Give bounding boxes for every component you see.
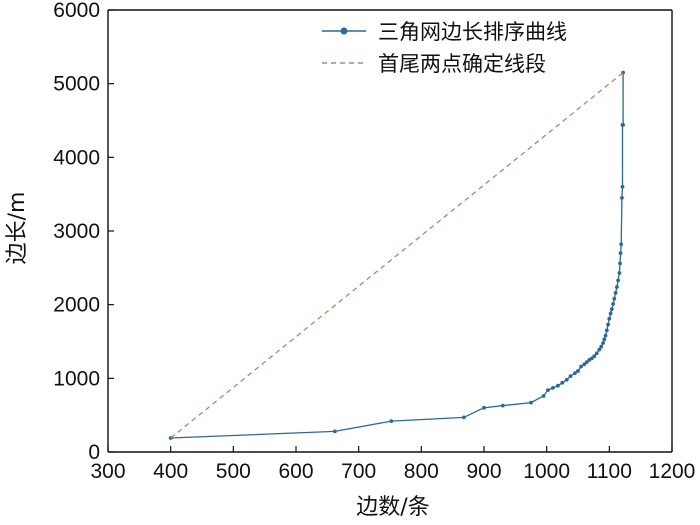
data-point	[616, 278, 620, 283]
data-point	[576, 369, 580, 373]
x-tick-label: 400	[153, 460, 188, 483]
data-point	[604, 328, 609, 333]
data-point	[612, 296, 617, 301]
data-point	[607, 316, 612, 321]
data-point	[597, 347, 602, 352]
data-point	[617, 271, 622, 275]
data-point	[579, 364, 583, 369]
data-point	[541, 394, 546, 398]
legend-label-1: 三角网边长排序曲线	[378, 20, 567, 44]
x-tick-label: 1000	[523, 460, 570, 483]
data-point	[618, 261, 622, 266]
data-point	[619, 242, 624, 247]
x-tick-label: 600	[278, 460, 313, 483]
data-point	[602, 337, 607, 342]
axes: 300 400 500 600 700 800 900 1000 1100 1200 0 1000 20…	[53, 0, 695, 483]
data-point	[529, 400, 533, 405]
y-tick-label: 3000	[53, 220, 100, 243]
data-point	[389, 419, 394, 423]
data-point	[621, 123, 625, 127]
data-point	[584, 360, 589, 364]
data-point	[599, 344, 604, 349]
legend-marker-1	[340, 27, 348, 35]
data-point	[500, 403, 505, 408]
x-tick-label: 900	[466, 460, 501, 483]
data-point	[573, 371, 577, 376]
y-tick-label: 4000	[53, 146, 100, 169]
data-point	[620, 184, 625, 189]
data-point	[560, 380, 565, 385]
y-tick-label: 6000	[53, 0, 100, 22]
x-tick-label: 700	[341, 460, 376, 483]
x-tick-label: 1200	[649, 460, 696, 483]
data-point	[618, 251, 623, 256]
data-point	[603, 333, 608, 338]
data-point	[620, 196, 624, 200]
data-point	[482, 405, 486, 410]
y-tick-label: 5000	[53, 73, 100, 96]
data-point	[613, 291, 618, 295]
y-tick-label: 2000	[53, 294, 100, 317]
data-point	[609, 307, 614, 311]
x-axis-title: 边数/条	[356, 495, 429, 520]
data-point	[589, 356, 594, 361]
data-point	[606, 322, 610, 327]
x-tick-label: 800	[404, 460, 439, 483]
x-tick-label: 300	[90, 460, 125, 483]
y-tick-label: 0	[88, 441, 100, 464]
data-point	[546, 388, 550, 392]
data-point	[594, 351, 599, 356]
legend-label-2: 首尾两点确定线段	[378, 52, 546, 76]
data-point	[551, 386, 555, 390]
plot-area	[168, 70, 625, 440]
x-tick-label: 1100	[587, 460, 632, 483]
y-tick-label: 1000	[53, 367, 100, 390]
data-point	[462, 415, 466, 420]
data-point	[568, 374, 573, 378]
x-tick-label: 500	[216, 460, 251, 483]
series-line-2	[170, 72, 624, 439]
data-point	[582, 362, 587, 367]
data-point	[608, 311, 613, 316]
data-point	[601, 341, 605, 345]
data-point	[333, 429, 337, 434]
data-point	[615, 285, 619, 289]
data-point	[592, 354, 597, 359]
data-point	[556, 383, 560, 388]
y-axis-title: 边长/m	[5, 192, 30, 265]
data-point	[564, 377, 569, 382]
data-point	[611, 302, 615, 306]
